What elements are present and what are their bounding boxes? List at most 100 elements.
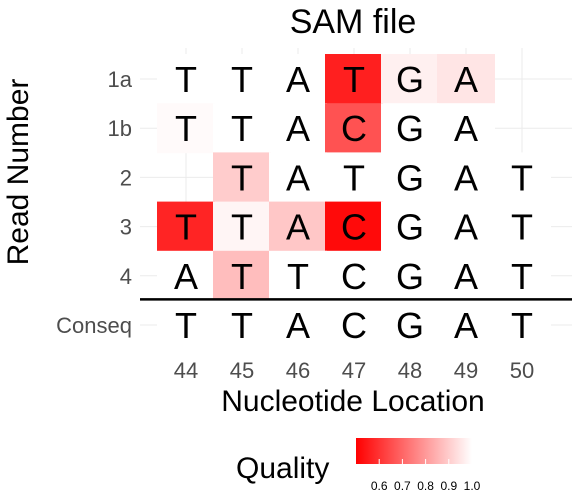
base-letter: G — [396, 59, 424, 100]
x-tick-label: 47 — [342, 358, 366, 383]
x-tick-label: 50 — [510, 358, 534, 383]
base-letter: A — [286, 108, 310, 149]
base-letter: G — [396, 108, 424, 149]
heatmap-cell — [381, 300, 439, 350]
legend-tick-label: 0.9 — [440, 479, 457, 493]
x-tick-label: 48 — [398, 358, 422, 383]
heatmap-cell — [269, 300, 327, 350]
heatmap-cell — [437, 152, 495, 203]
heatmap-cell — [157, 250, 215, 301]
heatmap-cell — [437, 54, 495, 104]
y-tick-label: 4 — [120, 264, 132, 289]
heatmap-cell — [325, 103, 383, 154]
x-tick-label: 44 — [174, 358, 198, 383]
base-letter: T — [511, 305, 533, 346]
heatmap-cell — [157, 300, 215, 350]
cell-layer — [157, 54, 551, 350]
base-letter: A — [454, 59, 478, 100]
heatmap-cell — [437, 201, 495, 252]
heatmap-cell — [157, 201, 215, 252]
base-letter: A — [454, 108, 478, 149]
x-axis-title: Nucleotide Location — [221, 385, 485, 418]
base-letter: C — [341, 305, 367, 346]
heatmap-cell — [493, 201, 551, 252]
base-letter: T — [343, 157, 365, 198]
legend-colorbar — [356, 438, 472, 464]
x-tick-label: 45 — [230, 358, 254, 383]
legend-tick-label: 0.8 — [417, 479, 434, 493]
heatmap-cell — [325, 152, 383, 203]
letter-layer: T T A T G AT T A C G AT A T G A TT T A C G A TA T T C G A TT T A C G A T — [174, 59, 533, 346]
quality-legend: Quality 0.6 0.7 0.8 0.9 1.0 — [236, 438, 481, 493]
base-letter: T — [231, 157, 253, 198]
y-tick-label: Conseq — [56, 313, 132, 338]
chart-title: SAM file — [290, 3, 417, 41]
base-letter: T — [287, 256, 309, 297]
base-letter: T — [175, 59, 197, 100]
base-letter: T — [343, 59, 365, 100]
heatmap-cell — [269, 201, 327, 252]
heatmap-cell — [213, 201, 271, 252]
y-axis-title: Read Number — [2, 79, 35, 266]
base-letter: T — [175, 305, 197, 346]
heatmap-cell — [213, 152, 271, 203]
heatmap-cell — [381, 54, 439, 104]
heatmap-cell — [493, 250, 551, 301]
heatmap-cell — [157, 54, 215, 104]
base-letter: C — [341, 207, 367, 248]
y-tick-label: 1a — [108, 67, 133, 92]
heatmap-cell — [269, 103, 327, 154]
heatmap-cell — [437, 250, 495, 301]
heatmap-cell — [437, 103, 495, 154]
heatmap-cell — [381, 103, 439, 154]
base-letter: A — [286, 305, 310, 346]
heatmap-cell — [157, 103, 215, 154]
heatmap-cell — [493, 300, 551, 350]
base-letter: G — [396, 157, 424, 198]
y-tick-label: 2 — [120, 165, 132, 190]
heatmap-cell — [213, 250, 271, 301]
base-letter: T — [231, 108, 253, 149]
legend-tick-label: 1.0 — [464, 479, 481, 493]
base-letter: C — [341, 256, 367, 297]
base-letter: A — [286, 157, 310, 198]
base-letter: T — [511, 207, 533, 248]
legend-ticks: 0.6 0.7 0.8 0.9 1.0 — [371, 459, 481, 493]
x-axis-ticks: 44 45 46 47 48 49 50 — [174, 358, 534, 383]
base-letter: T — [231, 256, 253, 297]
heatmap-cell — [213, 54, 271, 104]
base-letter: T — [231, 305, 253, 346]
heatmap-cell — [213, 300, 271, 350]
heatmap-cell — [325, 250, 383, 301]
base-letter: A — [454, 256, 478, 297]
heatmap-cell — [269, 54, 327, 104]
heatmap-cell — [213, 103, 271, 154]
base-letter: T — [511, 157, 533, 198]
heatmap-cell — [493, 152, 551, 203]
x-tick-label: 46 — [286, 358, 310, 383]
legend-title: Quality — [236, 452, 329, 485]
heatmap-cell — [325, 300, 383, 350]
y-tick-label: 1b — [108, 116, 132, 141]
base-letter: T — [175, 108, 197, 149]
base-letter: A — [174, 256, 198, 297]
base-letter: G — [396, 256, 424, 297]
base-letter: T — [511, 256, 533, 297]
heatmap-cell — [269, 250, 327, 301]
base-letter: A — [454, 157, 478, 198]
heatmap-cell — [381, 201, 439, 252]
base-letter: C — [341, 108, 367, 149]
base-letter: T — [231, 59, 253, 100]
legend-tick-label: 0.6 — [371, 479, 388, 493]
heatmap-cell — [325, 201, 383, 252]
base-letter: A — [286, 207, 310, 248]
y-tick-label: 3 — [120, 215, 132, 240]
heatmap-cell — [381, 250, 439, 301]
base-letter: T — [175, 207, 197, 248]
base-letter: A — [454, 207, 478, 248]
heatmap-cell — [269, 152, 327, 203]
base-letter: A — [286, 59, 310, 100]
base-letter: G — [396, 207, 424, 248]
base-letter: A — [454, 305, 478, 346]
